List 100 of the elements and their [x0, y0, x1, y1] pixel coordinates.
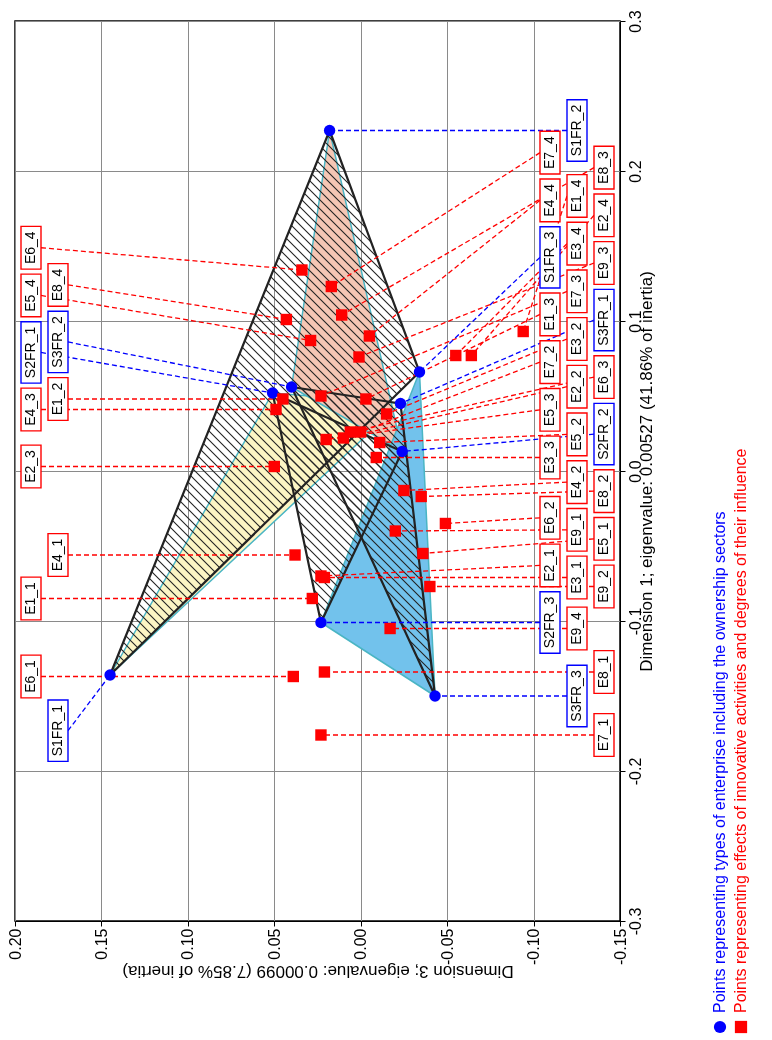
annotation: E1_3: [541, 297, 557, 331]
point: [306, 592, 319, 605]
annotation: E7_3: [568, 274, 584, 308]
point: [315, 729, 327, 741]
annotation: E3_4: [568, 227, 584, 260]
x-tick-label: 0.10: [179, 928, 197, 960]
annotation: E8_3: [595, 151, 611, 184]
annotation: S3FR_2: [49, 316, 65, 368]
annotation: E5_2: [568, 417, 584, 451]
x-tick-label: 0.05: [265, 928, 283, 960]
annotation: S3FR_3: [568, 670, 584, 722]
y-tick-label: 0.2: [626, 160, 644, 183]
annotation: E7_2: [541, 345, 557, 379]
text: Points representing effects of innovative activities and degrees of their influence: [732, 448, 749, 1013]
annotation: E3_1: [568, 560, 584, 594]
point: [336, 309, 348, 321]
point: [424, 580, 436, 593]
annotation: E6_4: [22, 231, 38, 265]
point: [439, 517, 452, 530]
point: [389, 525, 401, 537]
point: [413, 366, 426, 378]
point: [355, 426, 367, 438]
annotation: S1FR_1: [49, 704, 65, 757]
point: [517, 325, 529, 338]
annotation: E7_4: [541, 136, 557, 170]
annotation: E2_3: [22, 449, 38, 483]
point: [287, 670, 299, 683]
point: [363, 330, 376, 342]
y-tick-label: 0.3: [626, 10, 644, 33]
point: [380, 408, 393, 420]
point: [370, 451, 382, 464]
x-tick-label: 0.00: [352, 928, 370, 960]
annotation: E5_4: [22, 278, 38, 312]
point: [318, 571, 331, 584]
point: [323, 124, 336, 137]
annotation: E9_3: [595, 246, 611, 280]
annotation: E4_1: [49, 538, 65, 572]
annotation: E2_1: [541, 548, 557, 582]
point: [417, 547, 429, 560]
annotation: E9_1: [568, 513, 584, 547]
point: [415, 490, 427, 503]
point: [325, 280, 338, 293]
point: [398, 484, 410, 497]
point: [429, 690, 441, 702]
annotation: S1FR_3: [541, 231, 557, 284]
annotation: E8_2: [595, 474, 611, 508]
annotation: E8_4: [49, 268, 65, 302]
annotation: E4_3: [22, 392, 38, 426]
point: [360, 393, 372, 405]
point: [266, 387, 279, 399]
point: [450, 349, 462, 362]
annotation: S1FR_2: [568, 104, 584, 157]
annotation: E9_4: [568, 611, 584, 645]
point: [285, 381, 298, 393]
x-tick-label: -0.05: [438, 928, 456, 965]
point: [304, 334, 317, 347]
annotation: E9_2: [595, 569, 611, 603]
point: [280, 313, 293, 326]
point: [465, 349, 478, 362]
point: [353, 351, 365, 363]
annotation: E4_2: [568, 465, 584, 499]
y-tick-label: -0.3: [626, 907, 644, 936]
annotation: E2_4: [595, 198, 611, 232]
annotation: E6_2: [541, 501, 557, 535]
point: [396, 445, 408, 458]
point: [104, 669, 116, 681]
x-tick-label: -0.10: [525, 928, 543, 965]
annotation: E1_1: [22, 581, 38, 615]
annotation: E5_1: [595, 522, 611, 556]
point: [318, 666, 331, 678]
annotation: E3_2: [568, 322, 584, 356]
annotation: S2FR_2: [595, 408, 611, 460]
point: [289, 549, 301, 561]
point: [394, 397, 407, 410]
annotation: E6_1: [22, 659, 38, 693]
x-tick-label: 0.15: [92, 928, 110, 960]
annotation: E1_4: [568, 179, 584, 213]
annotation: E3_3: [541, 440, 557, 474]
annotation: E8_1: [595, 655, 611, 689]
point: [320, 433, 332, 446]
annotation: E4_4: [541, 183, 557, 217]
point: [384, 622, 396, 635]
annotation: S2FR_3: [541, 596, 557, 649]
annotation: E2_2: [568, 370, 584, 404]
point: [315, 390, 327, 402]
point: [268, 460, 280, 473]
annotation: E7_1: [595, 718, 611, 752]
point: [296, 264, 308, 276]
y-tick-label: -0.2: [626, 757, 644, 786]
annotation: E6_3: [595, 360, 611, 394]
text: Points representing types of enterprise including the ownership sectors: [711, 511, 728, 1013]
point: [315, 616, 327, 629]
annotation: E5_3: [541, 393, 557, 427]
point: [270, 403, 282, 416]
point: [277, 393, 289, 405]
point: [374, 436, 386, 449]
annotation: S2FR_1: [22, 326, 38, 379]
x-tick-label: 0.20: [6, 928, 24, 960]
point: [344, 426, 357, 438]
x-tick-label: -0.15: [611, 928, 629, 965]
